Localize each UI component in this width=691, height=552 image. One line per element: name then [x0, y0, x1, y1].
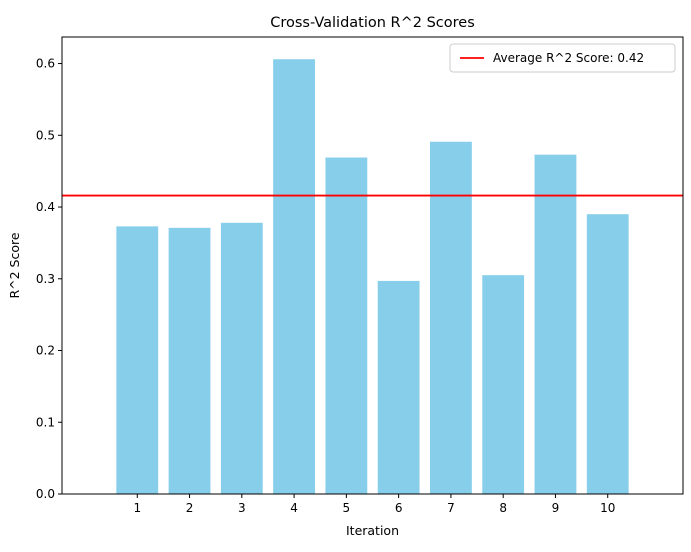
bar-1	[116, 226, 159, 494]
x-tick-label: 1	[133, 501, 141, 515]
legend-label: Average R^2 Score: 0.42	[493, 51, 644, 65]
bar-4	[273, 59, 315, 495]
x-tick-label: 6	[395, 501, 403, 515]
y-axis-label: R^2 Score	[7, 232, 22, 298]
bar-3	[220, 222, 263, 495]
x-tick-label: 5	[343, 501, 351, 515]
x-tick-label: 4	[290, 501, 298, 515]
x-tick-label: 8	[499, 501, 507, 515]
bar-10	[586, 214, 629, 494]
y-tick-label: 0.6	[36, 57, 55, 71]
y-tick-label: 0.2	[36, 344, 55, 358]
y-tick-label: 0.1	[36, 415, 55, 429]
x-tick-label: 3	[238, 501, 246, 515]
bar-9	[534, 154, 577, 494]
x-tick-label: 9	[552, 501, 560, 515]
bar-2	[168, 227, 211, 495]
y-tick-label: 0.5	[36, 128, 55, 142]
y-axis: 0.0 0.1 0.2 0.3 0.4 0.5 0.6	[36, 57, 62, 501]
bar-8	[482, 275, 525, 494]
x-tick-label: 2	[186, 501, 194, 515]
x-axis: 1 2 3 4 5 6 7 8 9 10	[133, 494, 615, 515]
x-tick-label: 10	[600, 501, 615, 515]
bar-7	[430, 141, 472, 494]
legend-box	[449, 43, 676, 73]
y-tick-label: 0.3	[36, 272, 55, 286]
bar-5	[325, 157, 368, 494]
x-tick-label: 7	[447, 501, 455, 515]
legend: Average R^2 Score: 0.42	[449, 43, 676, 73]
bar-6	[377, 280, 420, 494]
y-tick-label: 0.0	[36, 487, 55, 501]
bars-layer	[116, 59, 629, 495]
chart-title: Cross-Validation R^2 Scores	[270, 15, 475, 31]
y-tick-label: 0.4	[36, 200, 55, 214]
plot-frame	[61, 36, 684, 495]
x-axis-label: Iteration	[346, 523, 399, 538]
